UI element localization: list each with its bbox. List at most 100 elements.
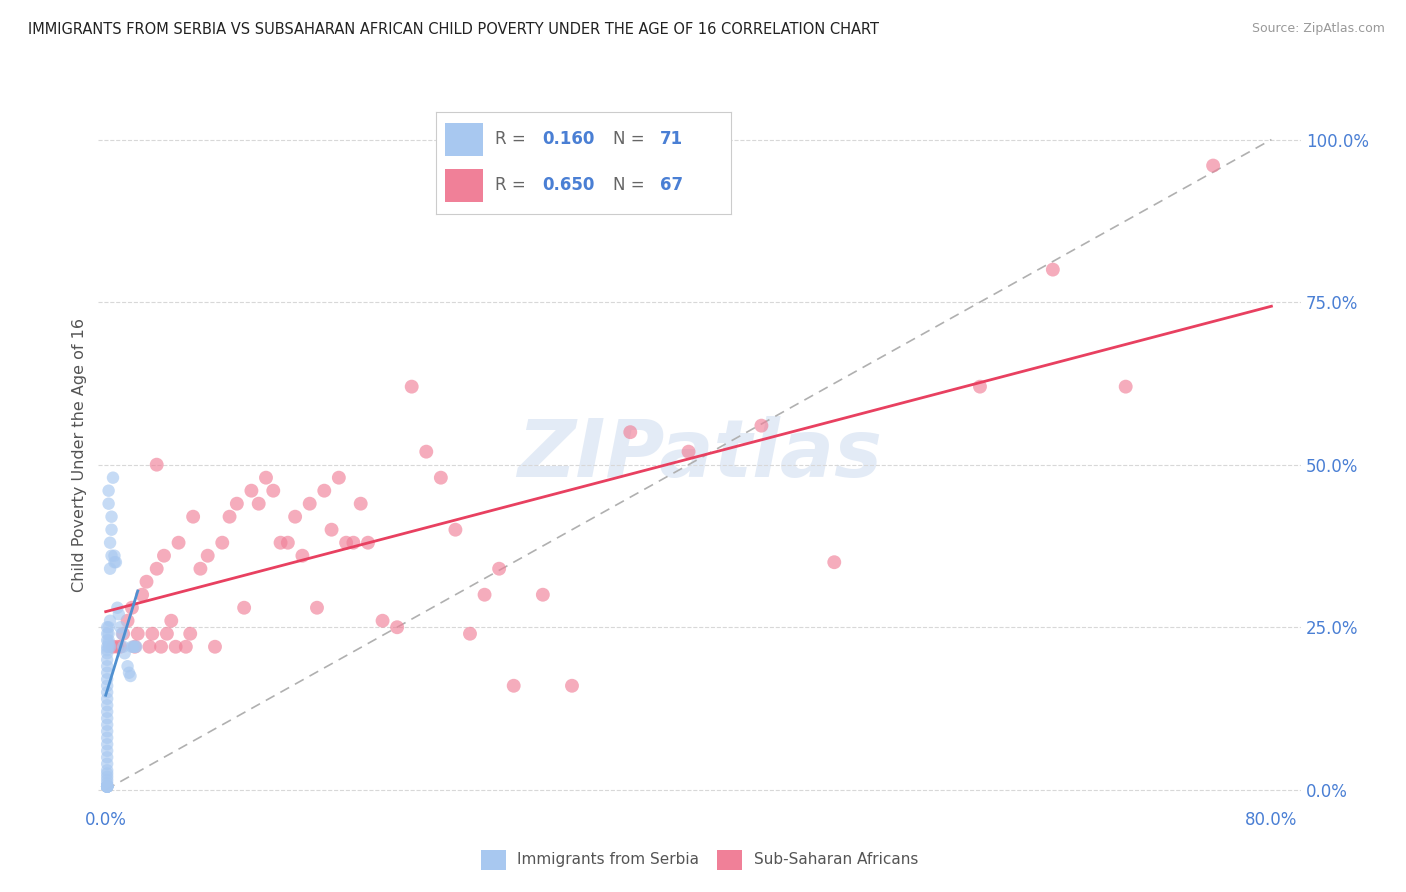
Point <box>167 535 190 549</box>
Point <box>103 555 125 569</box>
Point <box>181 509 204 524</box>
Point <box>97 483 120 498</box>
Point <box>118 665 141 680</box>
Point <box>502 679 524 693</box>
Point <box>96 685 118 699</box>
Text: N =: N = <box>613 130 650 148</box>
Point <box>108 607 131 622</box>
Point <box>98 562 121 576</box>
Point <box>96 705 118 719</box>
Point <box>96 744 118 758</box>
Point <box>254 471 277 485</box>
Point <box>101 471 124 485</box>
Point <box>97 497 120 511</box>
Point <box>488 562 510 576</box>
Point <box>101 640 124 654</box>
Point <box>120 669 142 683</box>
Point <box>117 659 139 673</box>
Point <box>98 640 121 654</box>
Point <box>401 379 423 393</box>
Point <box>277 535 299 549</box>
Point <box>335 535 357 549</box>
Text: R =: R = <box>495 177 531 194</box>
Point <box>96 780 118 794</box>
Point <box>97 640 120 654</box>
Point <box>218 509 240 524</box>
Point <box>156 626 179 640</box>
Y-axis label: Child Poverty Under the Age of 16: Child Poverty Under the Age of 16 <box>72 318 87 592</box>
Point <box>233 600 256 615</box>
Point <box>96 780 118 794</box>
Point <box>160 614 183 628</box>
Point <box>131 588 153 602</box>
Point <box>678 444 700 458</box>
Point <box>97 626 120 640</box>
Point <box>105 600 128 615</box>
Point <box>96 780 118 794</box>
Point <box>122 640 145 654</box>
Point <box>135 574 157 589</box>
Point <box>474 588 496 602</box>
Point <box>96 770 118 784</box>
Point <box>96 780 118 794</box>
Point <box>100 549 122 563</box>
Point <box>96 691 118 706</box>
Point <box>111 626 134 640</box>
Point <box>96 780 118 794</box>
Point <box>284 509 307 524</box>
Point <box>103 549 125 563</box>
Point <box>270 535 292 549</box>
Point <box>96 756 118 771</box>
Point <box>110 640 132 654</box>
Point <box>112 640 135 654</box>
Point <box>96 780 118 794</box>
Point <box>751 418 773 433</box>
Point <box>96 776 118 790</box>
Point <box>96 750 118 764</box>
Point <box>385 620 408 634</box>
Point <box>138 640 160 654</box>
Point <box>96 780 118 794</box>
Point <box>444 523 467 537</box>
Point <box>458 626 481 640</box>
Point <box>96 679 118 693</box>
Point <box>96 620 118 634</box>
Point <box>1042 262 1064 277</box>
Point <box>96 665 118 680</box>
Point <box>145 458 167 472</box>
Point <box>112 626 135 640</box>
FancyBboxPatch shape <box>444 123 484 155</box>
Text: 71: 71 <box>661 130 683 148</box>
Point <box>291 549 314 563</box>
Point <box>96 718 118 732</box>
Point <box>225 497 247 511</box>
Point <box>96 711 118 725</box>
Point <box>96 772 118 787</box>
Text: Source: ZipAtlas.com: Source: ZipAtlas.com <box>1251 22 1385 36</box>
Point <box>240 483 263 498</box>
Point <box>127 626 149 640</box>
Point <box>97 636 120 650</box>
Point <box>96 764 118 778</box>
Point <box>561 679 583 693</box>
Point <box>262 483 284 498</box>
Point <box>305 600 328 615</box>
Point <box>121 640 143 654</box>
Point <box>96 780 118 794</box>
Point <box>96 780 118 794</box>
Point <box>96 731 118 745</box>
Point <box>97 620 120 634</box>
Point <box>145 562 167 576</box>
Text: 0.650: 0.650 <box>543 177 595 194</box>
Point <box>165 640 187 654</box>
Point <box>96 698 118 713</box>
Point <box>328 471 350 485</box>
Text: IMMIGRANTS FROM SERBIA VS SUBSAHARAN AFRICAN CHILD POVERTY UNDER THE AGE OF 16 C: IMMIGRANTS FROM SERBIA VS SUBSAHARAN AFR… <box>28 22 879 37</box>
Point <box>153 549 176 563</box>
Point <box>96 646 118 660</box>
Point <box>100 509 122 524</box>
Point <box>96 659 118 673</box>
Point <box>1202 159 1225 173</box>
Point <box>247 497 270 511</box>
Text: Immigrants from Serbia: Immigrants from Serbia <box>517 853 699 867</box>
